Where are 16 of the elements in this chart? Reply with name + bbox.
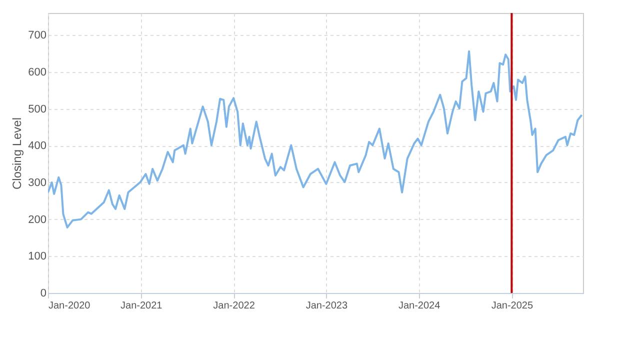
x-tick-label: Jan-2023 bbox=[306, 300, 348, 312]
y-tick-label: 400 bbox=[28, 140, 46, 152]
x-tick-label: Jan-2021 bbox=[120, 300, 163, 312]
y-tick-label: 0 bbox=[40, 288, 46, 300]
y-tick-label: 600 bbox=[28, 66, 46, 78]
x-tick-label: Jan-2022 bbox=[213, 300, 256, 312]
y-tick-label: 100 bbox=[28, 250, 46, 263]
y-tick-label: 700 bbox=[28, 30, 46, 42]
y-tick-label: 500 bbox=[28, 103, 46, 116]
x-tick-label: Jan-2025 bbox=[491, 300, 534, 312]
x-tick-label: Jan-2024 bbox=[398, 300, 441, 312]
y-tick-label: 300 bbox=[28, 176, 46, 189]
y-tick-label: 200 bbox=[28, 214, 46, 226]
line-series bbox=[48, 50, 583, 228]
y-axis-title: Closing Level bbox=[10, 117, 24, 190]
x-tick-label: Jan-2020 bbox=[48, 300, 91, 312]
